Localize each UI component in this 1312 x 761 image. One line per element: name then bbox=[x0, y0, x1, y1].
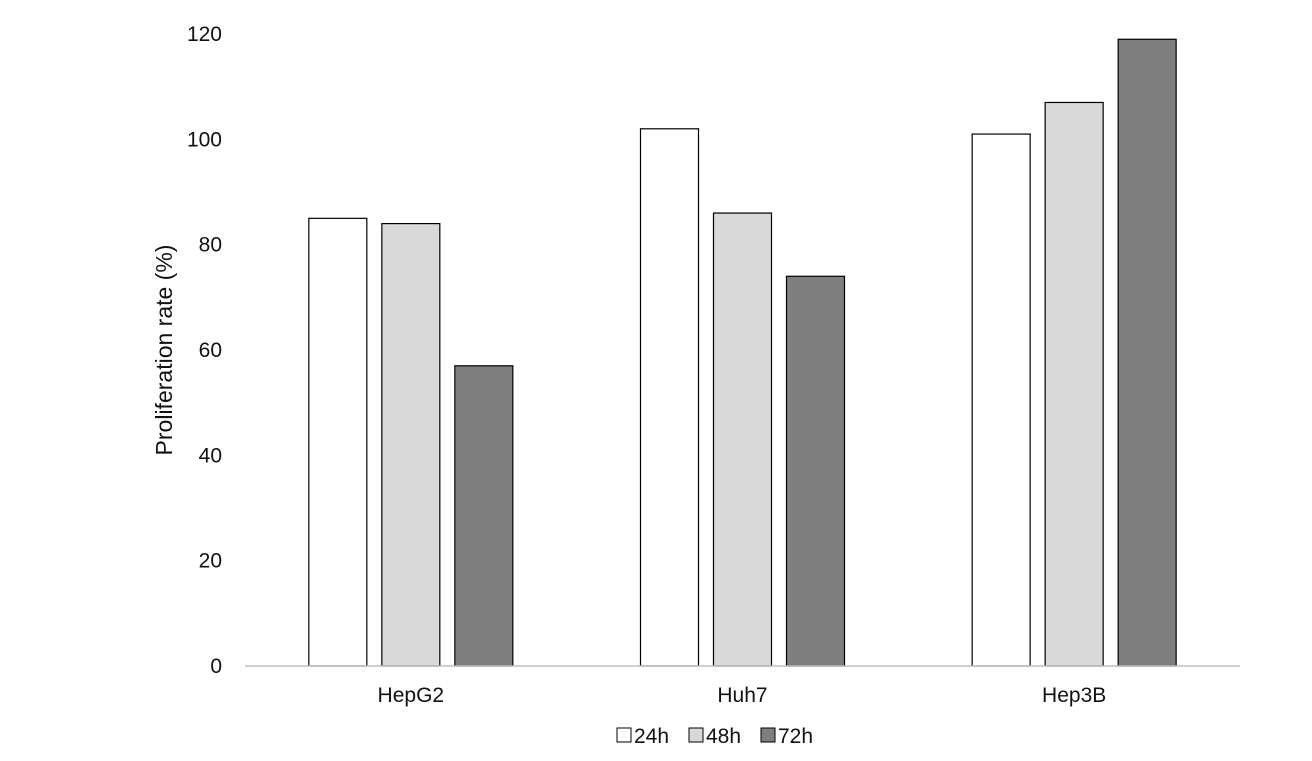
y-tick-label: 80 bbox=[199, 234, 222, 257]
x-tick-label: Hep3B bbox=[1042, 684, 1106, 707]
bar-72h-hep3b bbox=[1117, 38, 1177, 667]
y-tick-label: 60 bbox=[199, 339, 222, 362]
y-tick-label: 0 bbox=[210, 655, 222, 678]
y-tick-label: 120 bbox=[187, 23, 222, 46]
legend: 24h 48h 72h bbox=[616, 725, 813, 748]
bar-24h-hepg2 bbox=[308, 217, 368, 667]
legend-swatch-72h bbox=[760, 727, 776, 743]
bars bbox=[308, 38, 1177, 667]
bar-48h-hep3b bbox=[1044, 101, 1104, 667]
y-axis-title-group: Proliferation rate (%) bbox=[151, 245, 177, 456]
x-tick-label: HepG2 bbox=[378, 684, 445, 707]
y-tick-label: 40 bbox=[199, 444, 222, 467]
bar-48h-huh7 bbox=[712, 212, 773, 667]
x-tick-label: Huh7 bbox=[717, 684, 767, 707]
legend-label-24h: 24h bbox=[634, 725, 669, 748]
bar-24h-huh7 bbox=[639, 128, 700, 667]
bar-24h-hep3b bbox=[971, 133, 1031, 667]
x-tick-labels: HepG2 Huh7 Hep3B bbox=[378, 684, 1107, 707]
bar-72h-hepg2 bbox=[454, 365, 514, 667]
legend-swatch-48h bbox=[688, 727, 704, 743]
legend-swatch-24h bbox=[616, 727, 632, 743]
y-tick-label: 100 bbox=[187, 128, 222, 151]
bar-72h-huh7 bbox=[785, 275, 846, 667]
y-axis-title: Proliferation rate (%) bbox=[151, 245, 177, 456]
legend-label-72h: 72h bbox=[778, 725, 813, 748]
y-tick-label: 20 bbox=[199, 550, 222, 573]
legend-label-48h: 48h bbox=[706, 725, 741, 748]
y-tick-labels: 0 20 40 60 80 100 120 bbox=[187, 23, 222, 678]
bar-48h-hepg2 bbox=[381, 223, 441, 667]
